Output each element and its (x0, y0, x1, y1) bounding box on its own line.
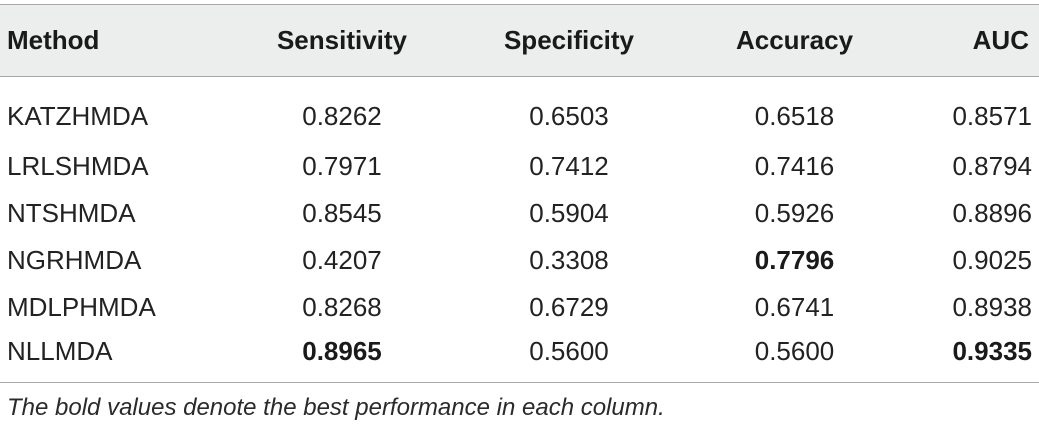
table-body: KATZHMDA 0.8262 0.6503 0.6518 0.8571 LRL… (0, 77, 1039, 383)
cell-sensitivity: 0.7971 (302, 150, 382, 181)
cell-accuracy: 0.5600 (754, 335, 835, 366)
table-row: KATZHMDA 0.8262 0.6503 0.6518 0.8571 (0, 77, 1039, 143)
table-row: NGRHMDA 0.4207 0.3308 0.7796 0.9025 (0, 237, 1039, 284)
cell-specificity: 0.7412 (529, 150, 609, 181)
cell-auc: 0.8938 (952, 291, 1032, 322)
cell-specificity: 0.6503 (529, 101, 609, 132)
table-footnote: The bold values denote the best performa… (7, 394, 665, 421)
table-row: NTSHMDA 0.8545 0.5904 0.5926 0.8896 (0, 190, 1039, 237)
cell-method: NTSHMDA (7, 197, 136, 228)
header-specificity: Specificity (456, 4, 682, 77)
cell-method: KATZHMDA (7, 101, 149, 132)
cell-sensitivity-best: 0.8965 (302, 335, 382, 366)
cell-auc: 0.9025 (952, 244, 1032, 275)
table-row: MDLPHMDA 0.8268 0.6729 0.6741 0.8938 (0, 284, 1039, 331)
results-table: Method Sensitivity Specificity Accuracy … (0, 4, 1039, 383)
cell-specificity: 0.5904 (529, 197, 609, 228)
cell-auc: 0.8896 (952, 197, 1032, 228)
header-method: Method (0, 4, 228, 77)
cell-specificity: 0.5600 (529, 335, 609, 366)
cell-method: NLLMDA (7, 335, 113, 366)
cell-accuracy: 0.6518 (754, 101, 835, 132)
cell-auc: 0.8571 (952, 101, 1032, 132)
table-row: LRLSHMDA 0.7971 0.7412 0.7416 0.8794 (0, 143, 1039, 190)
cell-accuracy: 0.5926 (754, 197, 835, 228)
cell-accuracy: 0.7416 (754, 150, 835, 181)
cell-specificity: 0.6729 (529, 291, 609, 322)
cell-accuracy: 0.6741 (754, 291, 835, 322)
header-auc: AUC (907, 4, 1039, 77)
header-row: Method Sensitivity Specificity Accuracy … (0, 4, 1039, 77)
cell-specificity: 0.3308 (529, 244, 609, 275)
cell-sensitivity: 0.8545 (302, 197, 382, 228)
cell-sensitivity: 0.8262 (302, 101, 382, 132)
cell-accuracy-best: 0.7796 (754, 244, 835, 275)
header-accuracy: Accuracy (682, 4, 907, 77)
cell-auc: 0.8794 (952, 150, 1032, 181)
table-header: Method Sensitivity Specificity Accuracy … (0, 4, 1039, 77)
cell-method: MDLPHMDA (7, 291, 156, 322)
header-sensitivity: Sensitivity (228, 4, 456, 77)
cell-auc-best: 0.9335 (952, 335, 1032, 366)
cell-method: LRLSHMDA (7, 150, 149, 181)
cell-sensitivity: 0.4207 (302, 244, 382, 275)
cell-method: NGRHMDA (7, 244, 142, 275)
table-row: NLLMDA 0.8965 0.5600 0.5600 0.9335 (0, 331, 1039, 383)
cell-sensitivity: 0.8268 (302, 291, 382, 322)
